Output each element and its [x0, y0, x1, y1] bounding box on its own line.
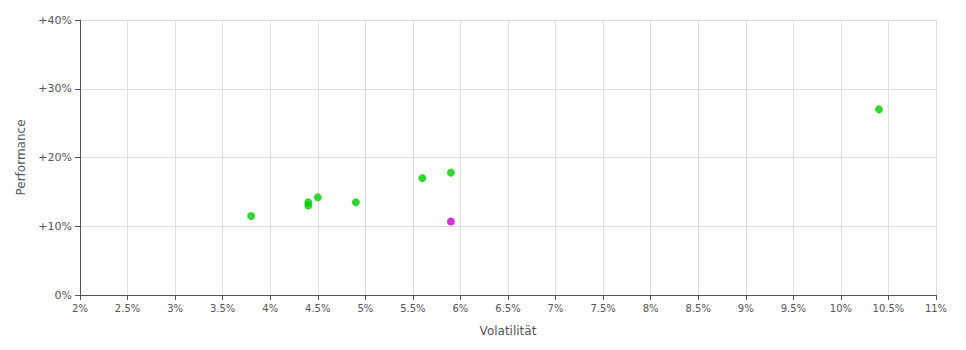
svg-text:8.5%: 8.5%	[686, 303, 711, 314]
svg-text:10%: 10%	[830, 303, 852, 314]
svg-text:Performance: Performance	[14, 119, 28, 195]
svg-text:5%: 5%	[357, 303, 373, 314]
svg-text:0%: 0%	[55, 289, 72, 302]
svg-text:3%: 3%	[167, 303, 183, 314]
svg-text:4.5%: 4.5%	[305, 303, 330, 314]
svg-text:4%: 4%	[262, 303, 278, 314]
svg-text:2%: 2%	[72, 303, 88, 314]
svg-text:Volatilität: Volatilität	[480, 324, 537, 338]
svg-text:5.5%: 5.5%	[400, 303, 425, 314]
svg-text:+30%: +30%	[38, 82, 72, 95]
svg-text:9%: 9%	[738, 303, 754, 314]
svg-text:7.5%: 7.5%	[590, 303, 615, 314]
svg-text:6%: 6%	[453, 303, 469, 314]
svg-text:11%: 11%	[925, 303, 947, 314]
svg-text:3.5%: 3.5%	[210, 303, 235, 314]
svg-text:8%: 8%	[643, 303, 659, 314]
svg-text:7%: 7%	[548, 303, 564, 314]
svg-text:+10%: +10%	[38, 220, 72, 233]
svg-text:+20%: +20%	[38, 151, 72, 164]
svg-text:9.5%: 9.5%	[781, 303, 806, 314]
svg-text:2.5%: 2.5%	[115, 303, 140, 314]
svg-text:6.5%: 6.5%	[495, 303, 520, 314]
svg-text:+40%: +40%	[38, 14, 72, 27]
svg-text:10.5%: 10.5%	[873, 303, 905, 314]
